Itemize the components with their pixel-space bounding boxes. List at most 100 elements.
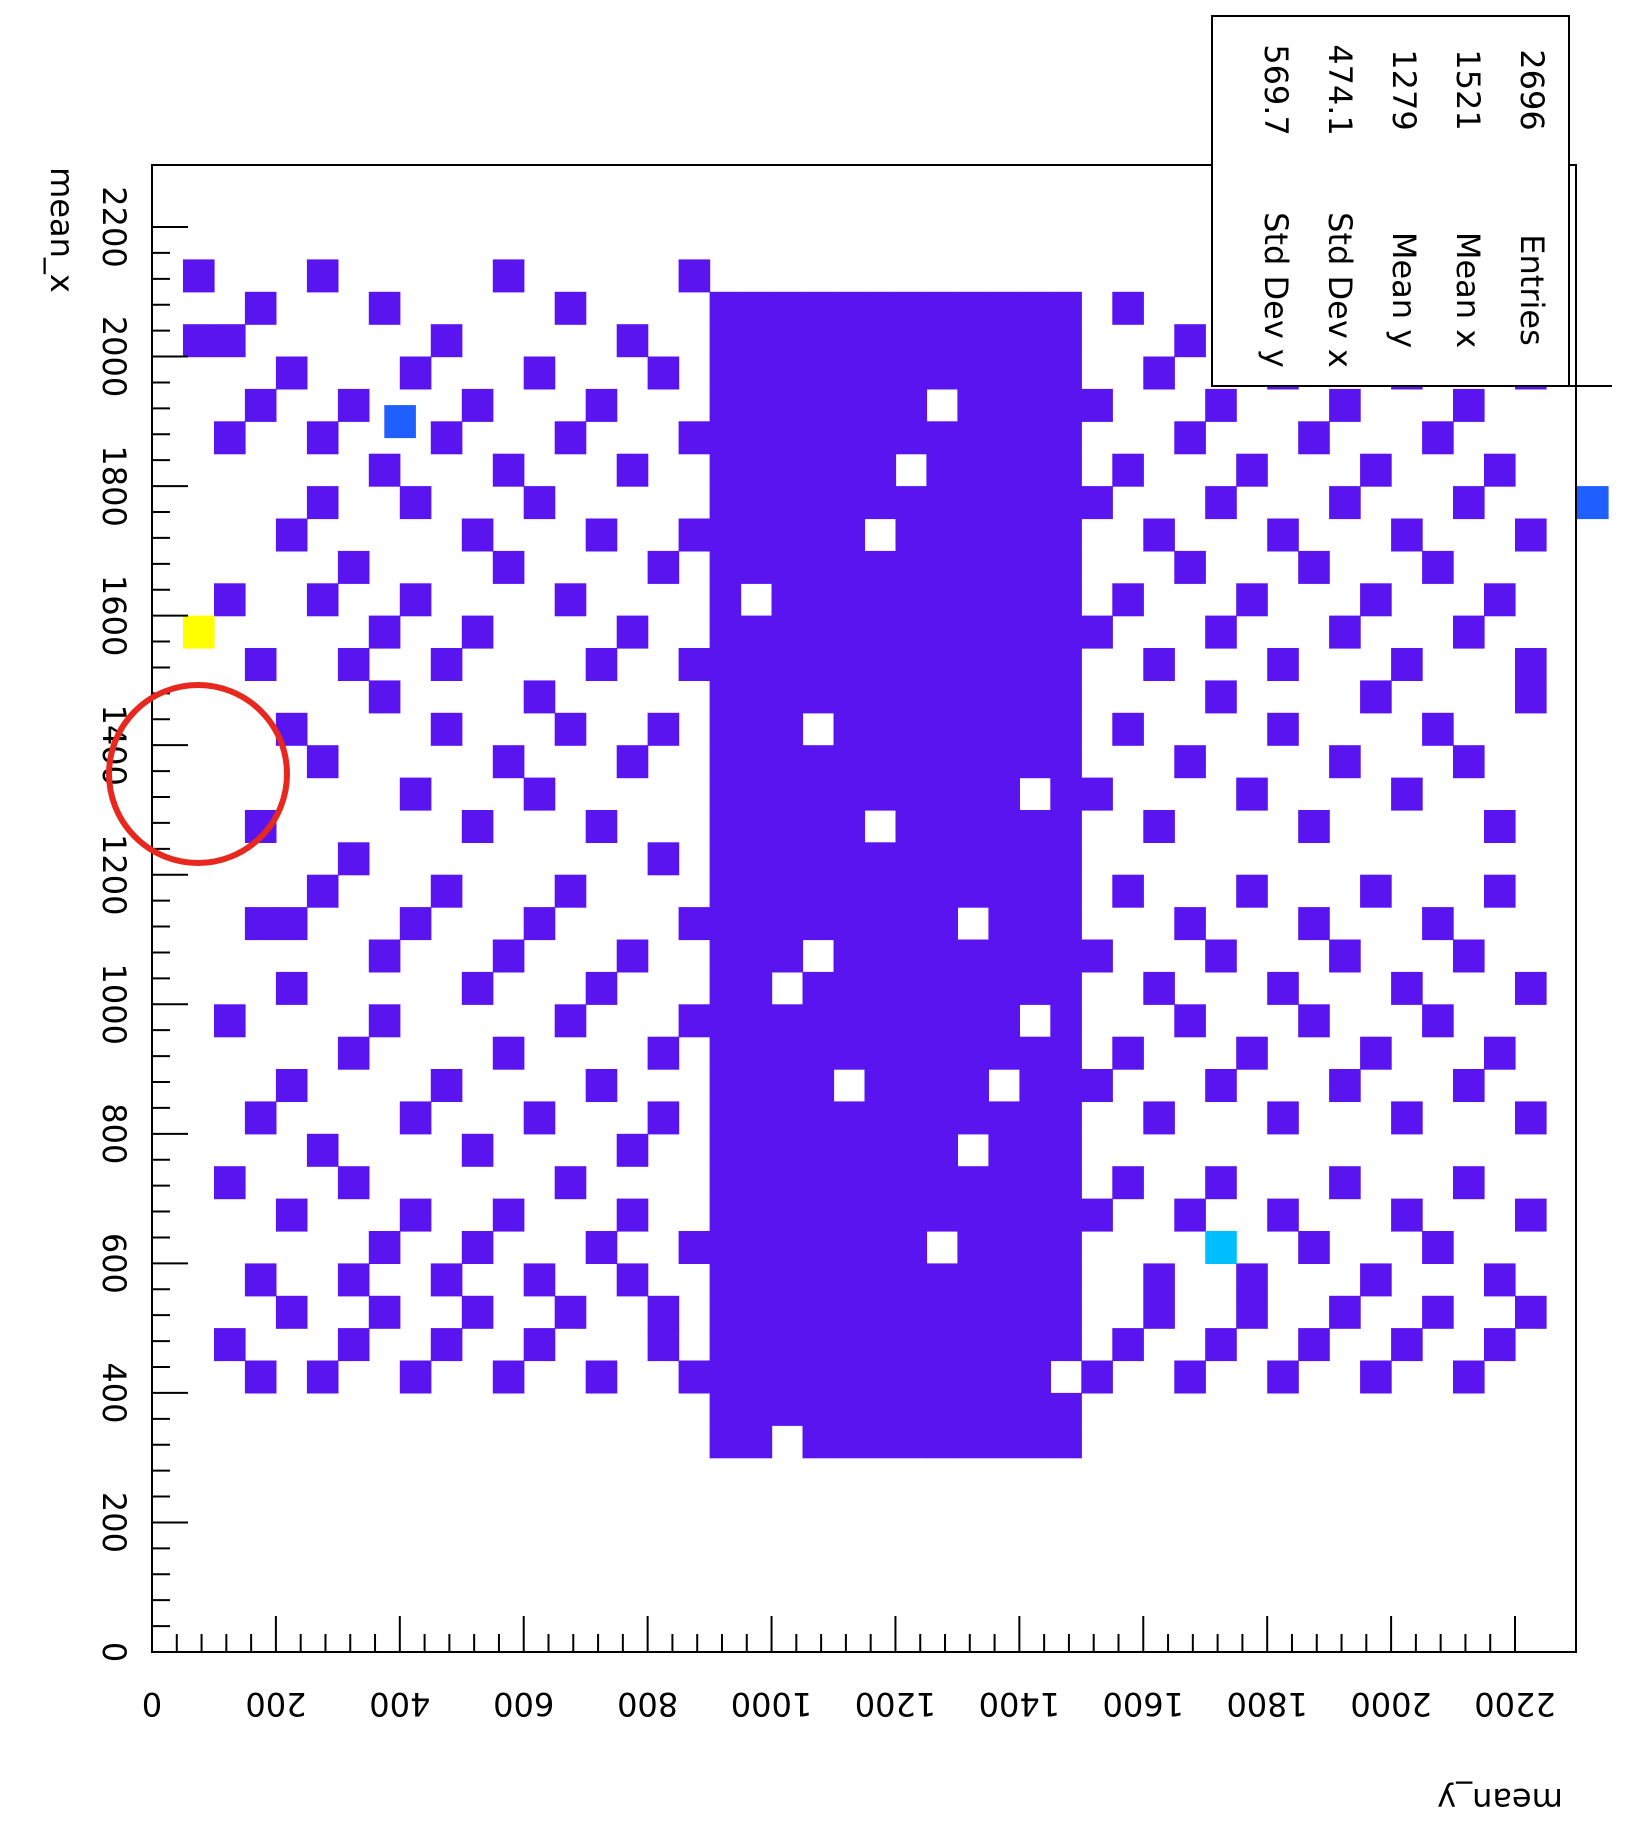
y-tick-label: 1800 [95, 445, 133, 526]
heatmap-cell [895, 421, 928, 455]
heatmap-cell [1019, 680, 1051, 714]
heatmap-cell [926, 356, 958, 390]
heatmap-cell [957, 1231, 989, 1264]
heatmap-cell [771, 1198, 804, 1232]
heatmap-cell [771, 421, 804, 455]
heatmap-cell [833, 1166, 866, 1200]
heatmap-cell [988, 1231, 1020, 1264]
heatmap-cell [1112, 583, 1144, 617]
heatmap-cell [802, 486, 835, 520]
heatmap-cell [1422, 421, 1454, 455]
hotspot-cell [1205, 1231, 1237, 1264]
heatmap-cell [864, 745, 897, 779]
x-tick-label-group: 1800 [1226, 1685, 1307, 1723]
heatmap-cell [802, 1360, 835, 1394]
heatmap-cell [802, 1101, 835, 1135]
heatmap-cell [988, 1133, 1020, 1167]
heatmap-cell [1081, 777, 1113, 811]
hotspot-cell [384, 405, 416, 439]
heatmap-cell [802, 777, 835, 811]
heatmap-cell [1112, 453, 1144, 487]
heatmap-cell [678, 907, 711, 941]
heatmap-cell [1360, 583, 1392, 617]
heatmap-cell [988, 421, 1020, 455]
heatmap-cell [306, 1133, 339, 1167]
heatmap-cell [1298, 810, 1330, 843]
stats-value-group: 569.7 [1257, 44, 1295, 136]
heatmap-cell [616, 745, 649, 779]
heatmap-cell [1050, 745, 1082, 779]
heatmap-cell [1112, 291, 1144, 325]
heatmap-cell [585, 388, 618, 422]
heatmap-cell [214, 1328, 246, 1362]
heatmap-cell [1050, 615, 1082, 649]
heatmap-cell [1174, 550, 1206, 584]
heatmap-cell [895, 1101, 928, 1135]
heatmap-cell [399, 1101, 432, 1135]
heatmap-cell [802, 615, 835, 649]
heatmap-cell [1019, 356, 1051, 390]
heatmap-cell [709, 777, 742, 811]
heatmap-cell [183, 324, 215, 358]
heatmap-cell [1484, 810, 1516, 843]
heatmap-cell [1050, 1069, 1082, 1102]
heatmap-cell [709, 745, 742, 779]
heatmap-cell [709, 907, 742, 941]
heatmap-cell [833, 1101, 866, 1135]
heatmap-cell [864, 1328, 897, 1362]
y-tick-label: 0 [95, 1642, 133, 1662]
heatmap-cell [678, 1231, 711, 1264]
heatmap-cell [833, 1036, 866, 1070]
heatmap-cell [988, 486, 1020, 520]
heatmap-cell [1453, 615, 1485, 649]
heatmap-cell [709, 388, 742, 422]
heatmap-cell [1019, 1231, 1051, 1264]
heatmap-cell [957, 291, 989, 325]
stats-label-group: Std Dev x [1321, 212, 1359, 368]
heatmap-cell [1515, 648, 1547, 681]
heatmap-cell [895, 615, 928, 649]
x-tick-label-group: 1400 [979, 1685, 1060, 1723]
stats-value: 1279 [1385, 49, 1423, 130]
heatmap-cell [1143, 1295, 1175, 1329]
heatmap-cell [1205, 388, 1237, 422]
heatmap-cell [585, 648, 618, 681]
heatmap-cell [709, 712, 742, 746]
heatmap-cell [802, 453, 835, 487]
y-tick-label: 2000 [95, 316, 133, 397]
heatmap-cell [1019, 291, 1051, 325]
stats-label-group: Mean y [1385, 232, 1423, 348]
heatmap-cell [833, 842, 866, 876]
heatmap-cell [740, 615, 773, 649]
heatmap-cell [1236, 583, 1268, 617]
heatmap-cell [1050, 291, 1082, 325]
heatmap-cell [1174, 1360, 1206, 1394]
heatmap-cell [1267, 648, 1299, 681]
heatmap-cell [709, 1198, 742, 1232]
heatmap-cell [1050, 1392, 1082, 1426]
heatmap-cell [926, 1425, 958, 1459]
heatmap-cell [802, 550, 835, 584]
heatmap-cell [585, 1069, 618, 1102]
heatmap-cell [1050, 1036, 1082, 1070]
heatmap-cell [802, 518, 835, 552]
heatmap-cell [988, 453, 1020, 487]
heatmap-cell [647, 712, 680, 746]
heatmap-cell [740, 1231, 773, 1264]
heatmap-cell [523, 777, 556, 811]
x-tick-label-group: 1200 [855, 1685, 936, 1723]
heatmap-cell [895, 486, 928, 520]
y-tick-label-group: 1800 [95, 445, 133, 526]
heatmap-cell [244, 1360, 277, 1394]
x-tick-label-group: 2000 [1350, 1685, 1431, 1723]
heatmap-cell [1484, 453, 1516, 487]
heatmap-cell [709, 680, 742, 714]
heatmap-cell [740, 680, 773, 714]
heatmap-cell [895, 648, 928, 681]
heatmap-cell [492, 1036, 525, 1070]
heatmap-cell [1515, 1101, 1547, 1135]
heatmap-cell [1050, 810, 1082, 843]
heatmap-cell [833, 971, 866, 1005]
heatmap-cell [895, 518, 928, 552]
heatmap-cell [895, 1295, 928, 1329]
